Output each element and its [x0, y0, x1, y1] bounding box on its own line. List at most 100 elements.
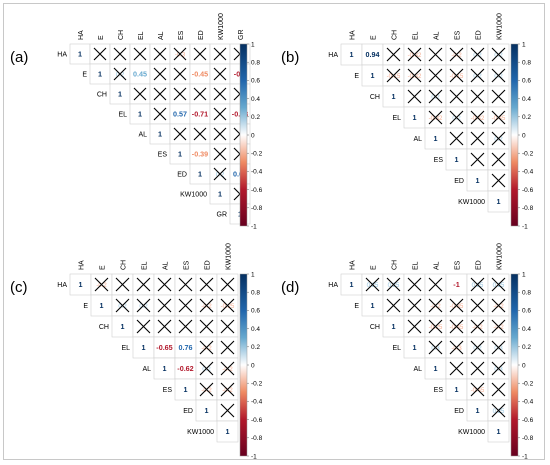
- coefficient-label: -0.2: [493, 325, 504, 331]
- colorbar: [239, 43, 248, 227]
- coefficient-label: 0.2: [473, 74, 482, 80]
- x-mark-icon: [449, 361, 464, 376]
- x-mark-icon: [199, 340, 214, 355]
- coefficient-label: -0.32: [429, 116, 443, 122]
- corr-cell: -0.62: [174, 357, 197, 380]
- coefficient-label: 0.2: [494, 137, 503, 143]
- coefficient-label: 0.25: [493, 283, 505, 289]
- corr-cell: [209, 103, 231, 125]
- coefficient-label: -0.15: [387, 74, 401, 80]
- corr-panel-b: (b) HA E CH EL AL ES ED KW1000 HA E CH EL AL ES ED KW100…: [275, 4, 547, 232]
- row-label: ES: [434, 387, 444, 394]
- coefficient-label: 0.2: [452, 116, 461, 122]
- corr-cell: [466, 294, 489, 317]
- coefficient-label: 0.94: [366, 50, 380, 59]
- corr-cell: -0.2: [195, 378, 218, 401]
- corr-cell: 0.2: [111, 294, 134, 317]
- panel-label: (d): [281, 279, 299, 296]
- diagonal-cell: 1: [129, 103, 151, 125]
- column-label: EL: [413, 31, 420, 40]
- coefficient-label: -0.3: [175, 52, 186, 58]
- corr-heatmap-svg: (a) HA E CH EL AL ES ED KW1000 GR HA E CH EL AL ES ED KW1…: [10, 13, 263, 230]
- row-label: ED: [183, 408, 193, 415]
- x-mark-icon: [173, 127, 187, 141]
- colorbar-tick-label: 1: [251, 41, 255, 48]
- corr-cell: 0.25: [487, 273, 510, 296]
- coefficient-label: 1: [413, 343, 417, 352]
- x-mark-icon: [153, 107, 167, 121]
- x-mark-icon: [94, 277, 109, 292]
- diagonal-cell: 1: [149, 123, 171, 145]
- row-label: AL: [138, 132, 147, 139]
- x-mark-icon: [449, 298, 464, 313]
- row-label: AL: [413, 136, 422, 143]
- row-label: HA: [328, 282, 338, 289]
- coefficient-label: -0.2: [451, 53, 462, 59]
- diagonal-cell: 1: [90, 294, 113, 317]
- x-mark-icon: [173, 67, 187, 81]
- corr-cell: [209, 143, 231, 165]
- x-mark-icon: [491, 361, 506, 376]
- column-label: ED: [205, 260, 212, 270]
- coefficient-label: 0.57: [173, 110, 187, 119]
- column-label: E: [371, 265, 378, 270]
- x-mark-icon: [213, 147, 227, 161]
- corr-cell: 0.25: [382, 273, 405, 296]
- coefficient-label: 1: [138, 110, 142, 119]
- diagonal-cell: 1: [466, 169, 489, 192]
- row-label: ES: [158, 152, 168, 159]
- x-mark-icon: [491, 89, 506, 104]
- corr-cell: [195, 315, 218, 338]
- corr-heatmap-svg: (b) HA E CH EL AL ES ED KW1000 HA E CH EL AL ES ED KW100…: [281, 13, 534, 230]
- colorbar-tick-label: 0.8: [522, 60, 531, 67]
- x-mark-icon: [491, 152, 506, 167]
- corr-cell: [487, 85, 510, 108]
- coefficient-label: 1: [350, 280, 354, 289]
- coefficient-label: 0.2: [431, 95, 440, 101]
- x-mark-icon: [491, 298, 506, 313]
- diagonal-cell: 1: [111, 315, 134, 338]
- colorbar-tick-label: -1: [251, 453, 257, 460]
- row-label: KW1000: [458, 429, 485, 436]
- column-label: ED: [476, 30, 483, 40]
- corr-cell: 0.2: [487, 64, 510, 87]
- corr-cell: [149, 83, 171, 105]
- corr-cell: [129, 83, 151, 105]
- row-label: HA: [328, 52, 338, 59]
- coefficient-label: -0.25: [221, 304, 235, 310]
- x-mark-icon: [491, 277, 506, 292]
- coefficient-label: 0.2: [494, 74, 503, 80]
- coefficient-label: 1: [455, 155, 459, 164]
- coefficient-label: 1: [476, 176, 480, 185]
- corr-cell: [424, 273, 447, 296]
- diagonal-cell: 1: [169, 143, 191, 165]
- coefficient-label: 1: [100, 301, 104, 310]
- corr-cell: [129, 43, 151, 65]
- corr-cell: -0.45: [189, 63, 211, 85]
- corr-cell: [169, 63, 191, 85]
- x-mark-icon: [153, 47, 167, 61]
- panel-label: (b): [281, 49, 299, 66]
- corr-cell: -0.35: [445, 294, 468, 317]
- x-mark-icon: [136, 298, 151, 313]
- coefficient-label: 0.76: [179, 343, 193, 352]
- diagonal-cell: 1: [195, 399, 218, 422]
- x-mark-icon: [93, 47, 107, 61]
- diagonal-cell: 1: [340, 273, 363, 296]
- colorbar-tick-label: 0: [522, 132, 526, 139]
- coefficient-label: -0.2: [430, 304, 441, 310]
- colorbar-tick-label: 1: [251, 271, 255, 278]
- corr-cell: 0.2: [487, 127, 510, 150]
- diagonal-cell: 1: [382, 315, 405, 338]
- x-mark-icon: [133, 47, 147, 61]
- x-mark-icon: [220, 403, 235, 418]
- x-mark-icon: [115, 298, 130, 313]
- corr-cell: -0.2: [424, 294, 447, 317]
- corr-cell: [209, 43, 231, 65]
- column-label: CH: [118, 30, 125, 40]
- coefficient-label: 0.2: [118, 304, 127, 310]
- corr-cell: [466, 85, 489, 108]
- x-mark-icon: [136, 319, 151, 334]
- coefficient-label: 0.2: [494, 53, 503, 59]
- coefficient-label: -0.2: [96, 283, 107, 289]
